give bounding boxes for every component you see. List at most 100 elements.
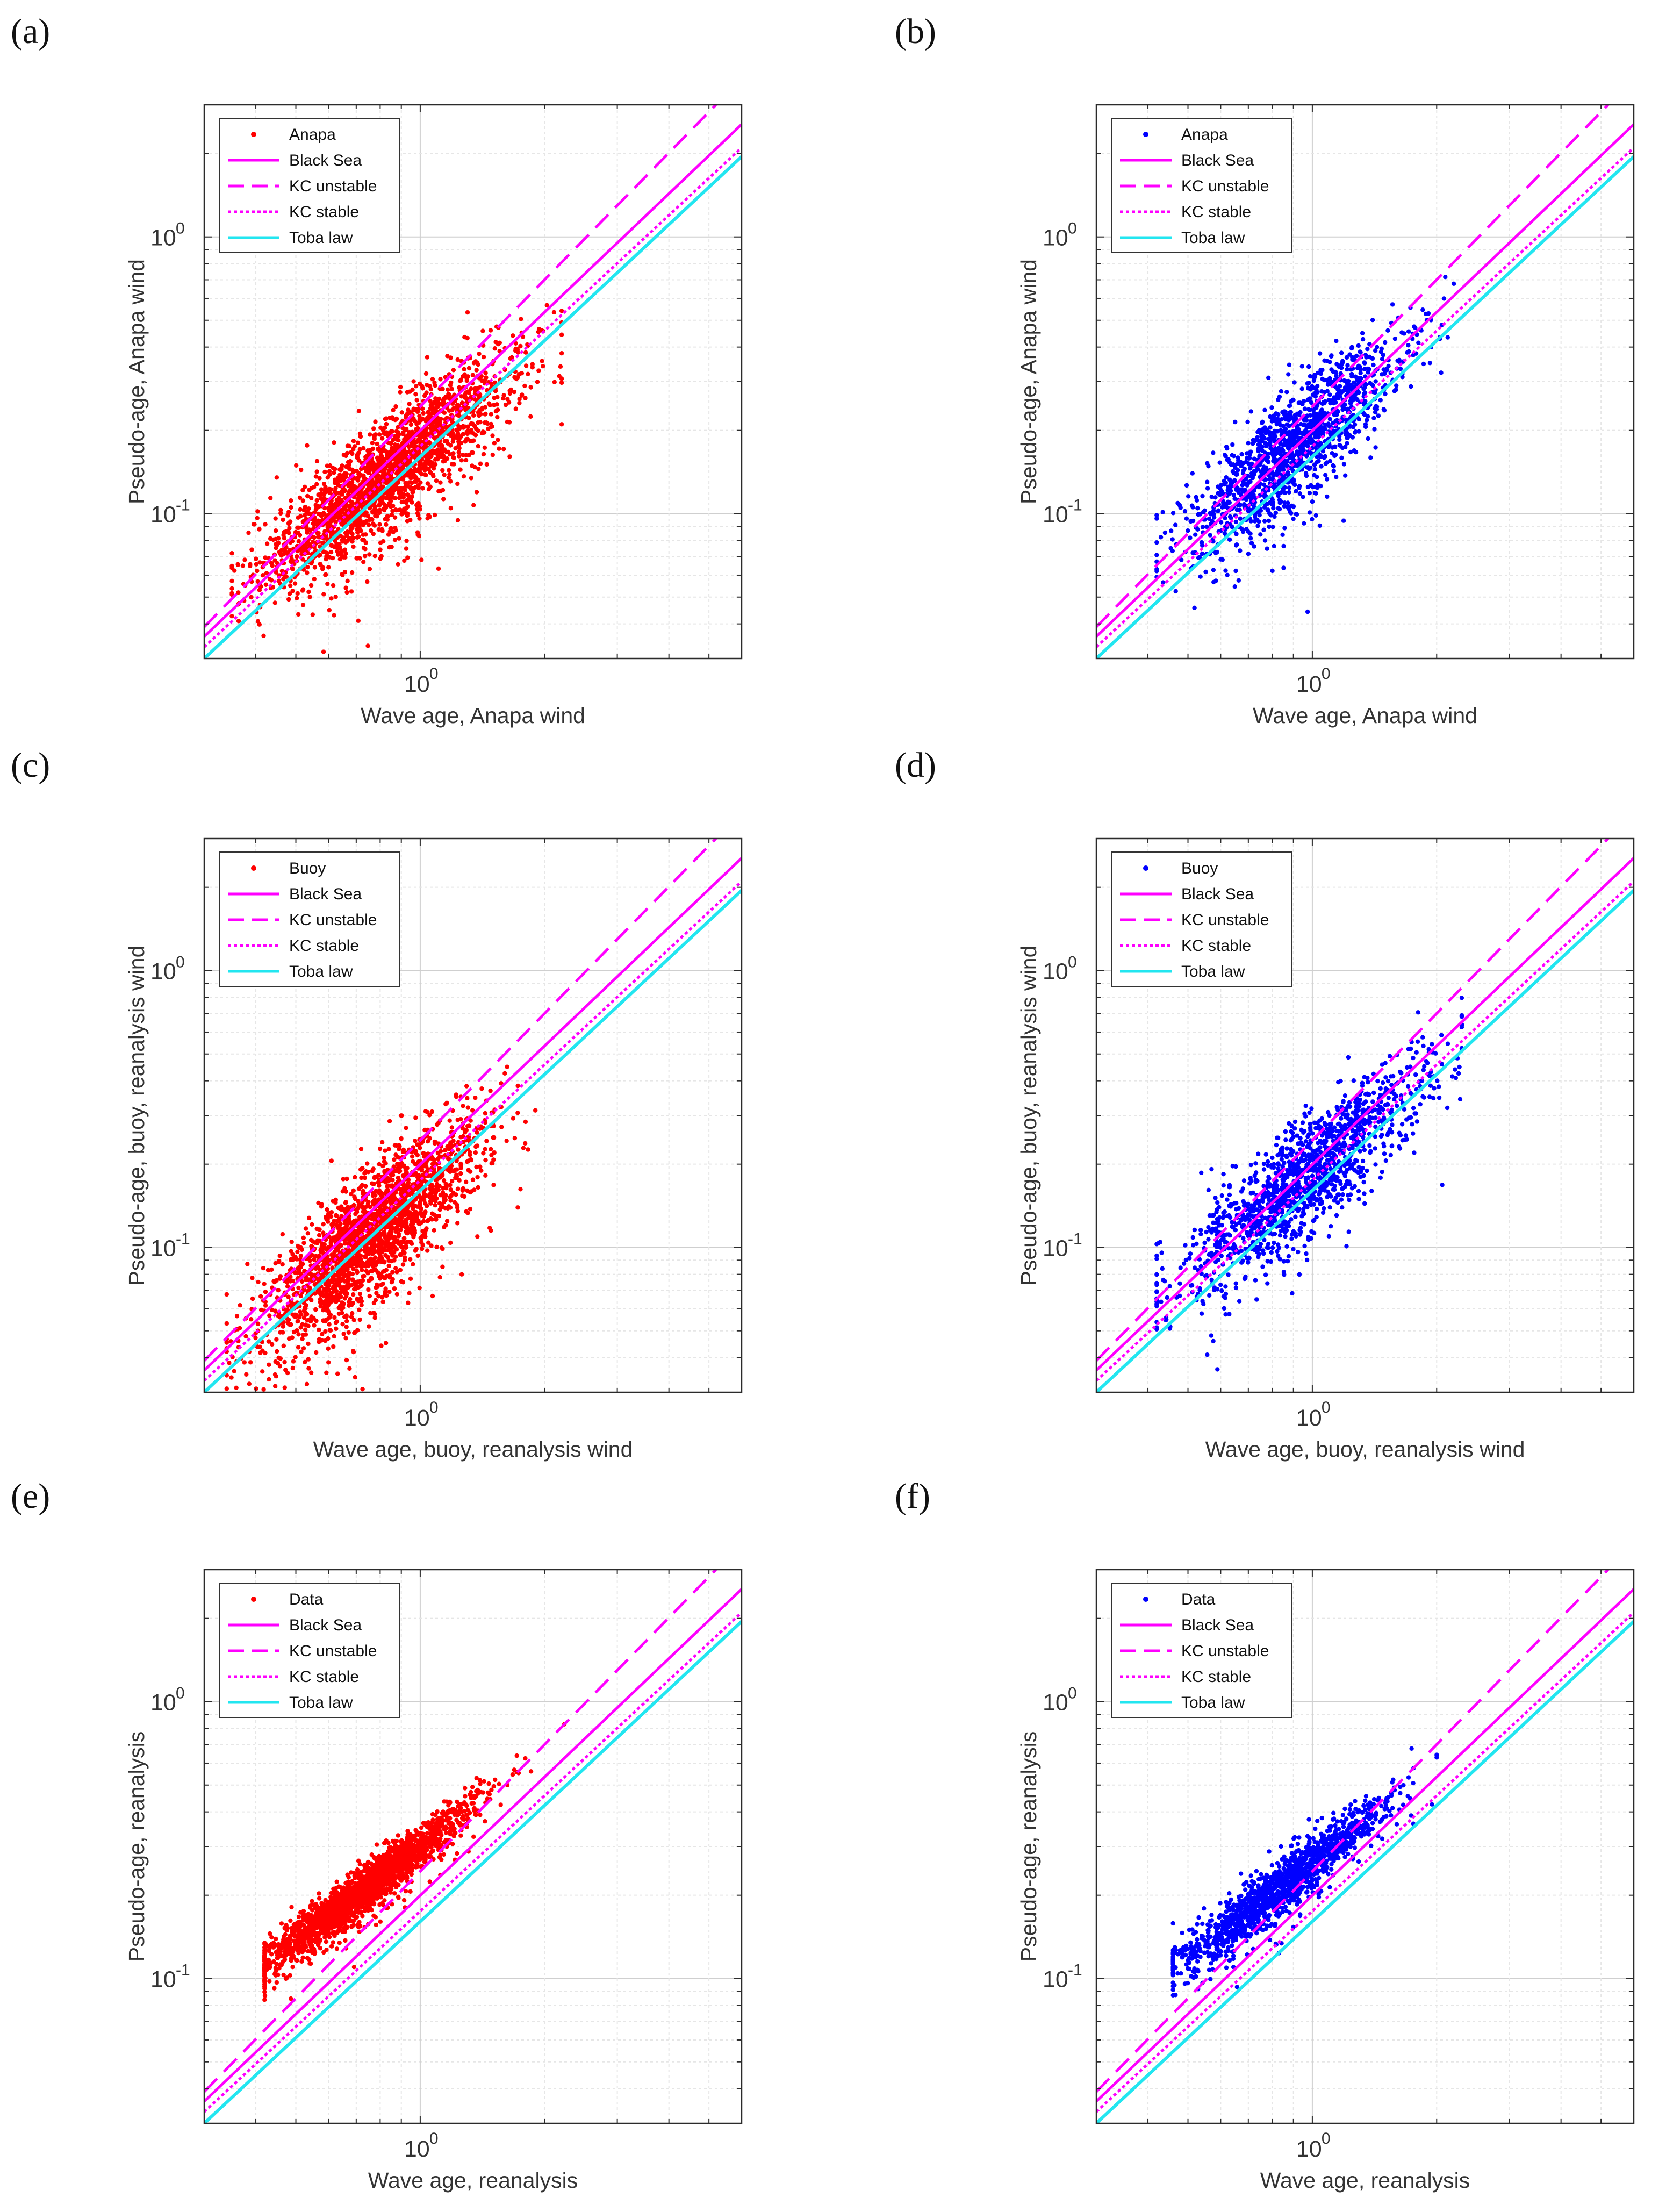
data-point	[1262, 538, 1268, 543]
data-point	[354, 468, 359, 474]
data-point	[282, 536, 287, 541]
data-point	[471, 361, 477, 366]
data-point	[1288, 431, 1292, 436]
data-point	[1268, 433, 1273, 438]
data-point	[1317, 351, 1323, 356]
data-point	[429, 452, 434, 457]
data-point	[373, 419, 378, 424]
data-point	[1206, 464, 1211, 469]
data-point	[273, 516, 278, 521]
data-point	[357, 1307, 362, 1312]
data-point	[461, 374, 465, 379]
data-point	[392, 515, 398, 520]
data-point	[446, 475, 451, 480]
data-point	[389, 512, 394, 517]
data-point	[1360, 331, 1365, 335]
data-point	[497, 446, 501, 451]
data-point	[437, 386, 442, 391]
data-point	[559, 332, 564, 337]
data-point	[470, 450, 475, 455]
x-axis-label: Wave age, Anapa wind	[361, 703, 585, 728]
data-point	[308, 583, 314, 588]
data-point	[299, 467, 304, 473]
data-point	[420, 386, 425, 391]
data-point	[1185, 528, 1190, 533]
data-point	[324, 535, 328, 540]
data-point	[1212, 515, 1217, 520]
data-point	[1276, 446, 1281, 450]
data-point	[1307, 510, 1312, 515]
data-point	[307, 595, 312, 599]
data-point	[1230, 453, 1234, 458]
data-point	[355, 1270, 360, 1275]
data-point	[1239, 452, 1244, 457]
data-point	[344, 1358, 349, 1363]
data-point	[301, 1346, 306, 1351]
data-point	[481, 354, 486, 360]
data-point	[350, 539, 355, 544]
data-point	[323, 572, 328, 577]
data-point	[1380, 372, 1384, 377]
data-point	[358, 466, 364, 471]
data-point	[1279, 431, 1284, 435]
data-point	[544, 303, 549, 308]
data-point	[1242, 502, 1247, 507]
data-point	[418, 466, 423, 471]
data-point	[236, 590, 241, 595]
data-point	[448, 1198, 453, 1203]
data-point	[448, 1240, 453, 1245]
data-point	[1302, 521, 1306, 526]
data-point	[1339, 350, 1344, 355]
data-point	[513, 406, 518, 411]
data-point	[1266, 518, 1272, 524]
data-point	[1325, 494, 1330, 499]
data-point	[1311, 378, 1317, 383]
data-point	[418, 439, 423, 443]
data-point	[296, 1442, 300, 1447]
data-point	[1261, 482, 1266, 487]
data-point	[444, 438, 449, 443]
data-point	[248, 562, 253, 567]
data-point	[457, 446, 462, 450]
data-point	[421, 411, 426, 416]
data-point	[1224, 475, 1229, 480]
data-point	[417, 533, 422, 539]
data-point	[1291, 517, 1296, 521]
data-point	[250, 1296, 255, 1301]
data-point	[327, 607, 332, 613]
data-point	[1202, 508, 1207, 513]
data-point	[318, 496, 323, 501]
data-point	[322, 469, 327, 475]
data-point	[347, 462, 351, 467]
data-point	[312, 577, 317, 582]
data-point	[1208, 533, 1212, 538]
data-point	[1225, 446, 1230, 451]
data-point	[1296, 427, 1301, 432]
model-line-black-sea	[204, 123, 742, 638]
data-point	[314, 459, 320, 463]
data-point	[354, 556, 359, 561]
data-point	[403, 488, 407, 493]
data-point	[1162, 530, 1168, 535]
data-point	[476, 420, 480, 425]
data-point	[398, 1268, 403, 1272]
data-point	[1309, 437, 1314, 442]
data-point	[1300, 402, 1305, 406]
data-point	[1259, 469, 1263, 474]
data-point	[298, 1257, 303, 1262]
data-point	[461, 453, 465, 457]
data-point	[1262, 407, 1267, 412]
data-point	[436, 1214, 441, 1219]
data-point	[321, 482, 327, 486]
data-point	[317, 1233, 322, 1238]
data-point	[297, 495, 303, 500]
data-point	[1282, 526, 1287, 531]
data-point	[326, 565, 331, 570]
data-point	[346, 492, 351, 497]
data-point	[1279, 389, 1284, 394]
data-point	[1310, 517, 1315, 522]
data-point	[1390, 302, 1395, 307]
data-point	[403, 434, 408, 439]
data-point	[1287, 485, 1292, 490]
legend-entry: KC stable	[1181, 203, 1251, 221]
